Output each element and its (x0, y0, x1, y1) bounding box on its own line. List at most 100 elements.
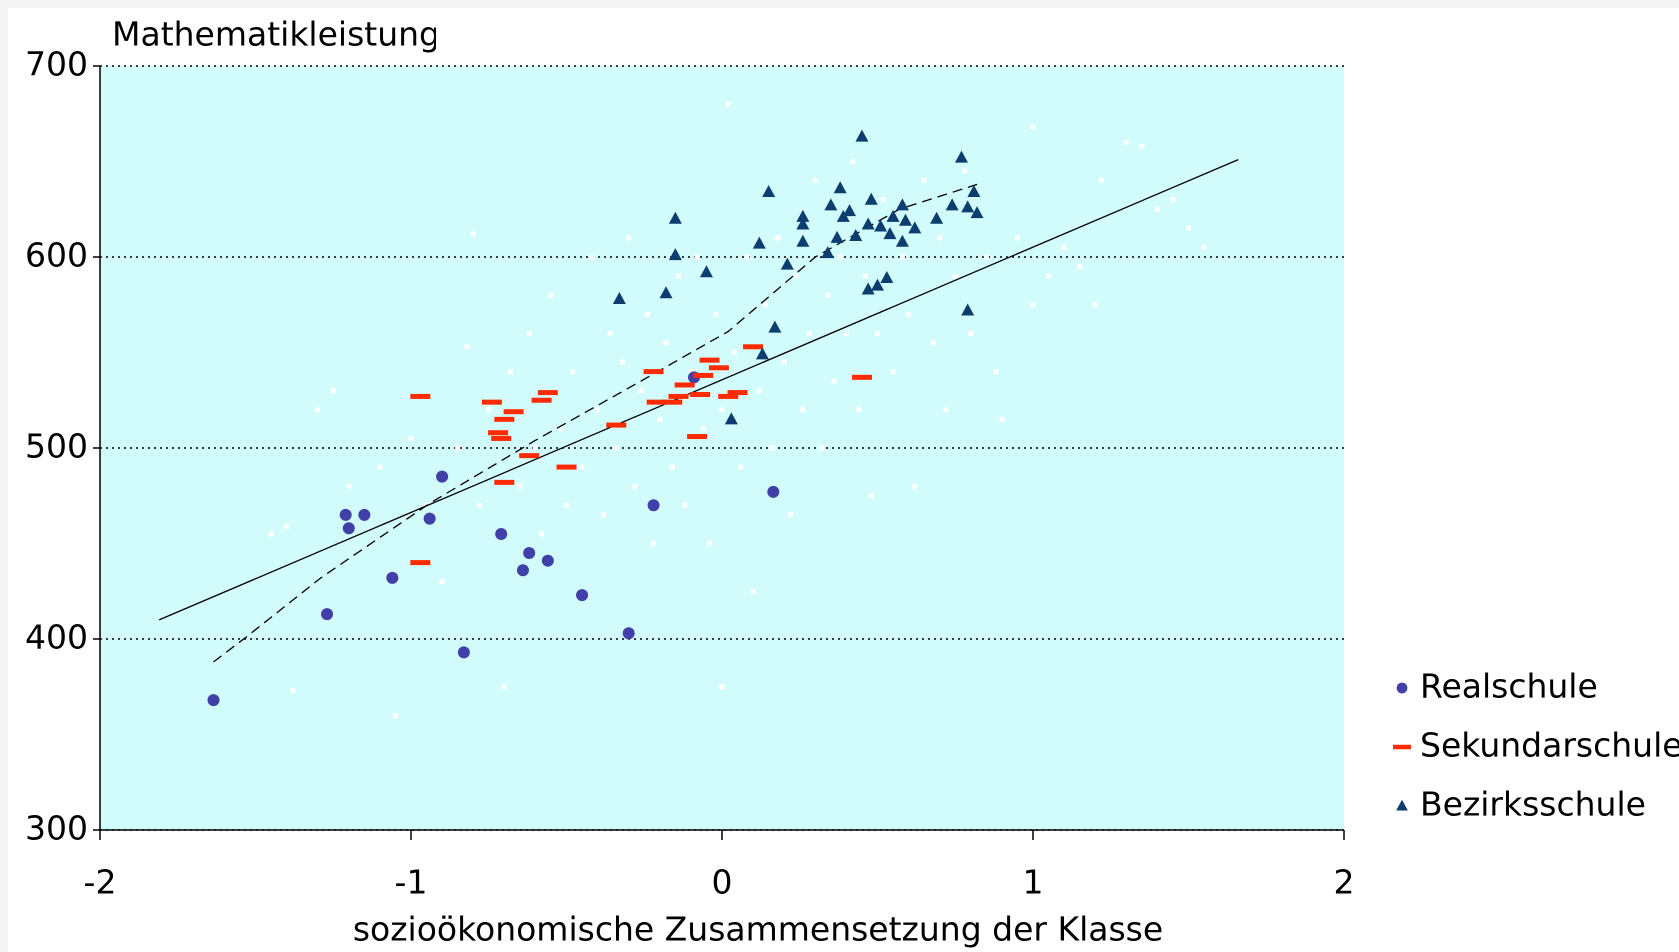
point (662, 399, 683, 405)
x-axis-label: sozioökonomische Zusammensetzung der Kla… (353, 910, 1163, 949)
point (207, 694, 220, 707)
point (1046, 273, 1052, 279)
point (674, 382, 695, 388)
point (682, 502, 688, 508)
point (890, 369, 896, 375)
point (718, 393, 739, 399)
point (908, 221, 922, 234)
point (663, 340, 669, 346)
point (743, 344, 764, 350)
point (523, 547, 536, 560)
point (999, 416, 1005, 422)
legend-label: Sekundarschule (1420, 726, 1679, 765)
point (601, 512, 607, 518)
point (410, 560, 431, 566)
point (855, 129, 869, 142)
point (800, 407, 806, 413)
point (1123, 139, 1129, 145)
point (517, 483, 523, 489)
point (488, 430, 509, 436)
point (796, 234, 810, 247)
point (843, 330, 849, 336)
point (606, 422, 627, 428)
point (851, 374, 872, 380)
point (755, 347, 769, 360)
point (531, 397, 552, 403)
point (557, 426, 563, 432)
point (595, 407, 601, 413)
point (738, 464, 744, 470)
point (386, 571, 399, 584)
point (843, 204, 857, 217)
point (707, 541, 713, 546)
point (930, 211, 944, 224)
point (526, 330, 532, 336)
point (825, 292, 831, 298)
point (657, 416, 663, 422)
point (824, 198, 838, 211)
point (794, 273, 800, 279)
point (700, 426, 706, 432)
point (290, 688, 296, 694)
point (961, 303, 975, 316)
point (796, 217, 810, 230)
point (699, 357, 720, 363)
point (612, 292, 626, 305)
point (1201, 244, 1207, 250)
point (669, 464, 675, 470)
point (861, 217, 875, 230)
point (713, 311, 719, 317)
legend-label: Realschule (1420, 667, 1598, 706)
point (576, 589, 589, 602)
y-tick-label: 500 (25, 427, 88, 466)
point (724, 412, 738, 425)
point (564, 502, 569, 508)
point (961, 200, 975, 213)
point (763, 302, 769, 308)
point (781, 359, 787, 365)
point (457, 646, 470, 659)
point (725, 101, 731, 107)
point (508, 369, 514, 375)
point (659, 286, 673, 299)
point (1186, 225, 1191, 231)
point (886, 209, 900, 222)
point (719, 684, 725, 690)
point (694, 254, 700, 260)
point (780, 257, 794, 270)
point (1030, 124, 1036, 130)
point (806, 330, 812, 336)
point (342, 522, 355, 535)
point (626, 235, 632, 241)
point (1061, 244, 1067, 250)
point (1170, 197, 1176, 203)
point (898, 213, 912, 226)
point (494, 416, 515, 422)
point (864, 192, 878, 205)
legend-marker (1396, 682, 1408, 694)
x-tick-label: 0 (712, 863, 733, 902)
point (899, 254, 905, 260)
point (516, 564, 529, 577)
point (708, 365, 729, 371)
point (622, 627, 635, 640)
point (532, 445, 538, 451)
point (690, 392, 711, 398)
point (619, 359, 625, 365)
plot-area (100, 66, 1344, 830)
point (837, 254, 843, 260)
point (647, 499, 660, 512)
point (787, 512, 793, 518)
point (930, 340, 936, 346)
point (875, 330, 880, 336)
point (744, 254, 750, 260)
point (486, 407, 492, 413)
point (819, 445, 825, 451)
chart-title: Mathematikleistung (112, 15, 440, 54)
point (719, 407, 725, 413)
point (668, 248, 682, 261)
point (769, 445, 775, 451)
point (862, 273, 868, 279)
point (856, 407, 862, 413)
